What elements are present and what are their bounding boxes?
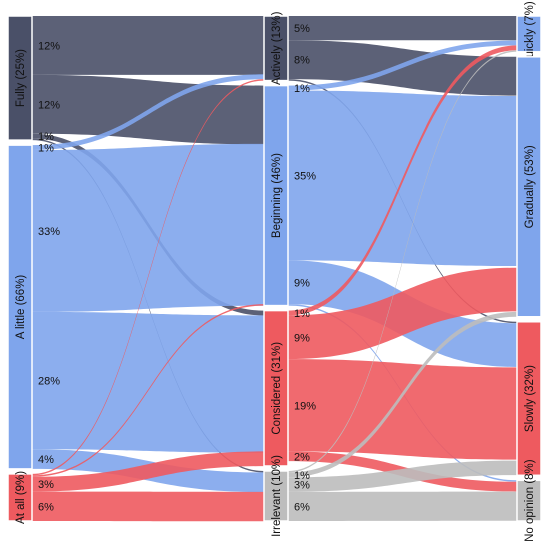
flow-label-considered-gradually: 9% — [294, 332, 310, 344]
flow-label-irrelevant-noopinion: 6% — [294, 501, 310, 513]
flow-label-actively-quickly: 5% — [294, 23, 310, 35]
node-actively — [263, 15, 289, 82]
node-fully — [7, 15, 33, 141]
flow-labels: 12%12%1%1%33%28%4%3%6%5%8%1%35%9%1%9%19%… — [38, 23, 316, 513]
flow-label-considered-quickly: 1% — [294, 308, 310, 320]
flow-label-fully-actively: 12% — [38, 40, 60, 52]
flow-label-beginning-slowly: 9% — [294, 277, 310, 289]
flow-link-irrelevant-slowly — [288, 460, 517, 492]
flow-label-fully-beginning: 12% — [38, 99, 60, 111]
node-label-irrelevant: Irrelevant (10%) — [271, 455, 283, 537]
flow-link-atall-considered — [32, 451, 264, 492]
node-label-beginning: Beginning (46%) — [271, 153, 283, 238]
flow-link-irrelevant-noopinion — [288, 491, 517, 521]
flow-label-alittle-considered: 28% — [38, 376, 60, 388]
node-label-considered: Considered (31%) — [271, 342, 283, 435]
node-label-slowly: Slowly (32%) — [524, 365, 536, 432]
node-considered — [263, 309, 289, 467]
flow-link-considered-slowly — [288, 359, 517, 460]
flow-label-alittle-irrelevant: 4% — [38, 454, 54, 466]
flow-link-atall-irrelevant — [32, 491, 264, 522]
flow-link-actively-quickly — [288, 16, 517, 41]
flow-link-atall-beginning — [32, 304, 264, 477]
flow-link-alittle-actively — [32, 74, 264, 151]
flow-link-irrelevant-gradually — [288, 311, 517, 478]
flow-label-actively-gradually: 8% — [294, 55, 310, 67]
node-noopinion — [516, 479, 542, 522]
node-label-fully: Fully (25%) — [15, 49, 27, 107]
flow-link-irrelevant-quickly — [288, 50, 517, 473]
flow-label-considered-slowly: 19% — [294, 400, 316, 412]
flow-link-atall-actively — [32, 79, 264, 476]
flow-link-considered-gradually — [288, 267, 517, 360]
flow-link-actively-gradually — [288, 40, 517, 96]
flow-label-irrelevant-slowly: 3% — [294, 480, 310, 492]
flow-link-beginning-quickly — [288, 40, 517, 91]
flow-label-beginning-quickly: 1% — [294, 83, 310, 95]
flow-label-considered-noopinion: 2% — [294, 451, 310, 463]
flow-label-irrelevant-gradually: 1% — [294, 470, 310, 482]
flow-link-alittle-beginning — [32, 143, 264, 312]
node-beginning — [263, 84, 289, 307]
flow-link-alittle-considered — [32, 311, 264, 453]
flow-label-atall-irrelevant: 6% — [38, 501, 54, 513]
flow-link-fully-beginning — [32, 74, 264, 145]
flow-label-beginning-gradually: 35% — [294, 170, 316, 182]
node-slowly — [516, 321, 542, 477]
flow-label-alittle-beginning: 33% — [38, 226, 60, 238]
node-label-gradually: Gradually (53%) — [524, 145, 536, 228]
flow-links — [32, 16, 517, 522]
node-label-atall: At all (9%) — [15, 471, 27, 524]
flow-label-atall-considered: 3% — [38, 479, 54, 491]
node-alittle — [7, 144, 33, 470]
node-label-noopinion: No opinion (8%) — [524, 459, 536, 542]
node-label-quickly: Quickly (7%) — [524, 1, 536, 66]
node-label-alittle: A little (66%) — [15, 275, 27, 340]
flow-link-considered-quickly — [288, 45, 517, 316]
node-atall — [7, 473, 33, 522]
node-quickly — [516, 15, 542, 53]
category-nodes: Fully (25%) A little (66%) At all (9%) Acti… — [7, 1, 542, 542]
flow-label-alittle-actively: 1% — [38, 143, 54, 155]
node-gradually — [516, 56, 542, 318]
flow-label-fully-considered: 1% — [38, 131, 54, 143]
node-label-actively: Actively (13%) — [271, 11, 283, 85]
flow-link-fully-actively — [32, 16, 264, 75]
node-irrelevant — [263, 470, 289, 522]
